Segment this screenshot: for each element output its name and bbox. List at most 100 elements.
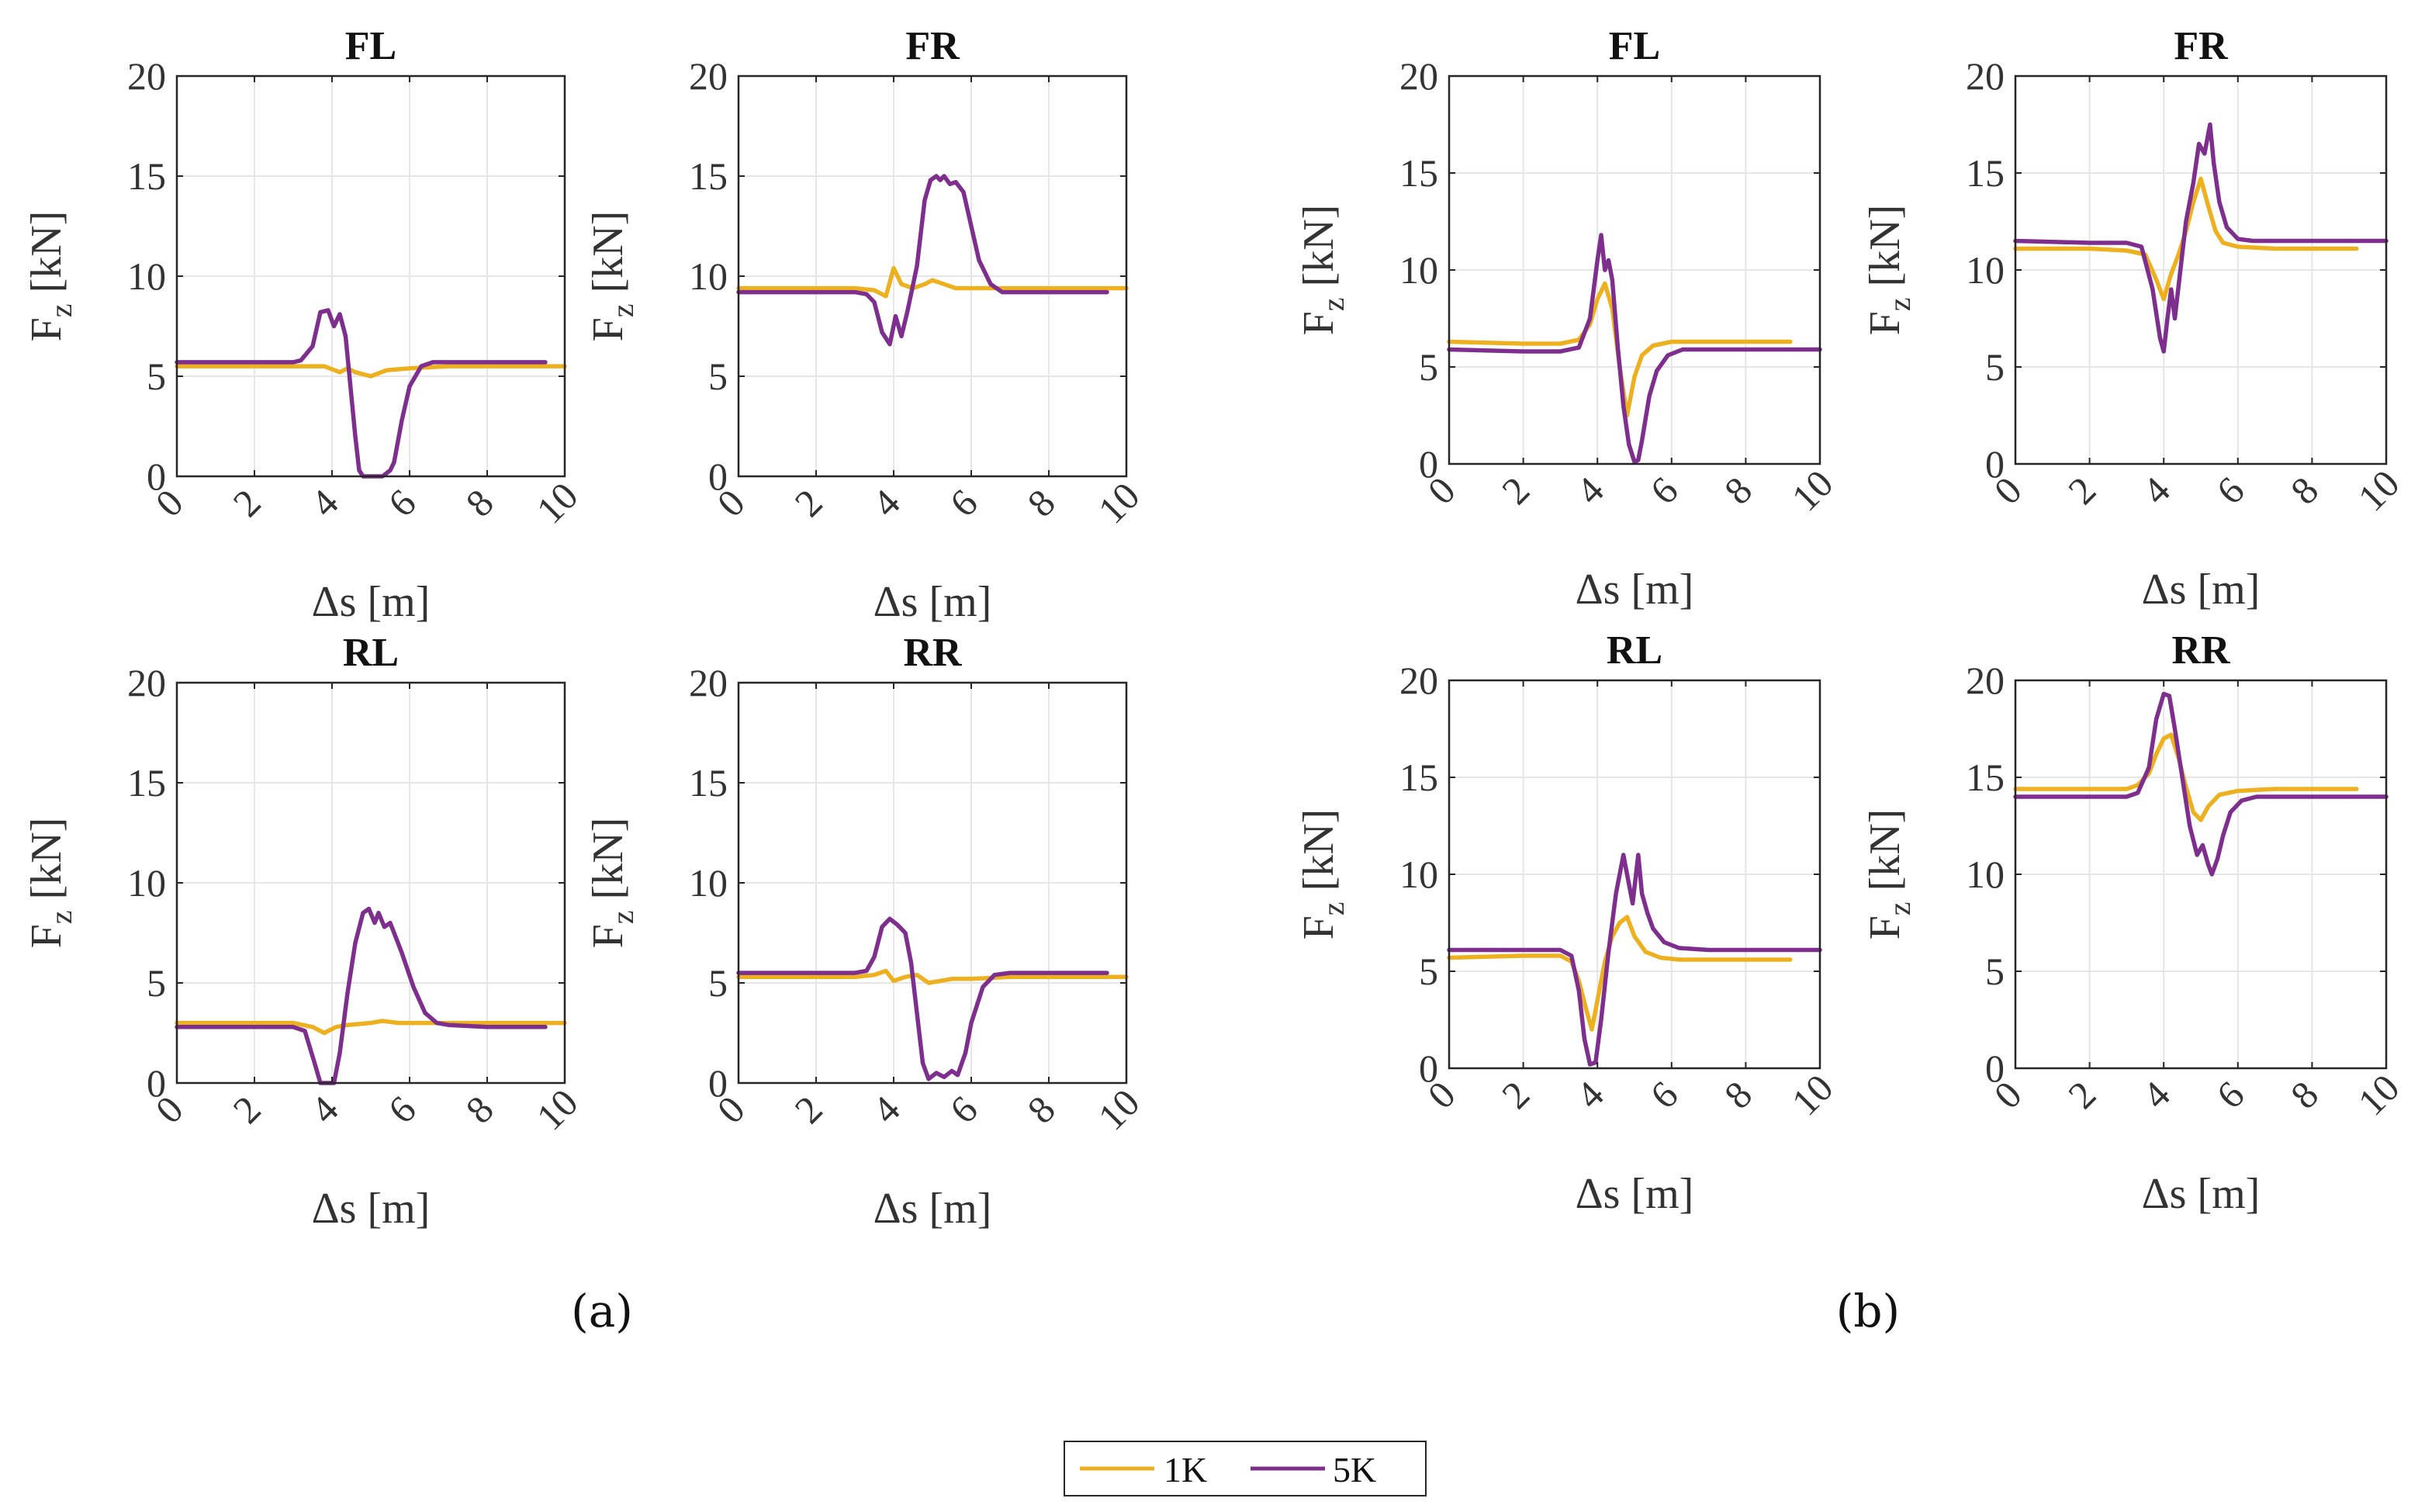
y-tick-label: 5	[147, 961, 166, 1005]
y-tick-label: 0	[1419, 1047, 1438, 1090]
series-line-5k	[1447, 233, 1822, 465]
y-tick-label: 0	[708, 1061, 728, 1105]
y-tick-label: 15	[1966, 151, 2005, 195]
x-tick-label: 8	[1019, 480, 1063, 524]
x-tick-label: 6	[941, 1087, 985, 1131]
x-tick-label: 2	[786, 1087, 830, 1131]
y-label-unit: [kN]	[1295, 205, 1343, 298]
x-tick-label: 4	[302, 1087, 346, 1131]
subplot-title: FL	[1609, 24, 1660, 68]
series-line-5k	[1447, 853, 1822, 1067]
y-label-unit: [kN]	[584, 211, 632, 304]
y-tick-label: 20	[127, 661, 166, 704]
y-label-subscript: z	[605, 303, 640, 317]
y-tick-label: 10	[1399, 248, 1438, 292]
series-line-1k	[736, 968, 1129, 985]
x-tick-label: 10	[2350, 1066, 2408, 1124]
y-tick-label: 5	[708, 961, 728, 1005]
y-tick-label: 5	[147, 355, 166, 398]
x-tick-label: 6	[1641, 468, 1686, 512]
y-tick-label: 10	[127, 861, 166, 905]
x-tick-label: 8	[457, 480, 501, 524]
y-axis-label: Fz [kN]	[22, 818, 78, 949]
subplot-title: FR	[2174, 24, 2229, 68]
y-tick-label: 10	[689, 861, 728, 905]
y-tick-label: 20	[689, 661, 728, 704]
series-line-5k	[2013, 122, 2389, 354]
x-tick-label: 8	[1716, 1072, 1760, 1116]
y-label-unit: [kN]	[1861, 809, 1909, 902]
y-tick-label: 0	[708, 455, 728, 498]
y-label-unit: [kN]	[22, 818, 71, 911]
y-tick-label: 10	[1966, 853, 2005, 896]
series-line-5k	[2013, 691, 2389, 877]
y-label-subscript: z	[43, 910, 78, 924]
x-tick-label: 2	[224, 1087, 268, 1131]
y-tick-label: 0	[147, 455, 166, 498]
series-line-5k	[175, 906, 548, 1085]
y-label-main: F	[22, 317, 71, 341]
y-label-subscript: z	[1882, 901, 1917, 915]
x-tick-label: 4	[2134, 1072, 2178, 1116]
y-tick-label: 10	[127, 254, 166, 298]
y-label-subscript: z	[1316, 901, 1351, 915]
y-label-main: F	[1861, 915, 1909, 939]
x-tick-label: 2	[224, 480, 268, 524]
y-tick-label: 20	[1399, 659, 1438, 702]
y-tick-label: 5	[1419, 345, 1438, 389]
x-tick-label: 8	[1019, 1087, 1063, 1131]
y-axis-label: Fz [kN]	[584, 818, 640, 949]
x-axis-label: Δs [m]	[1576, 566, 1694, 614]
x-tick-label: 6	[941, 480, 985, 524]
x-tick-label: 4	[302, 480, 346, 524]
y-label-unit: [kN]	[584, 818, 632, 911]
legend-label-1k: 1K	[1164, 1450, 1207, 1490]
subplot-title: FL	[345, 24, 396, 68]
x-tick-label: 6	[2208, 1072, 2252, 1116]
x-tick-label: 10	[2350, 462, 2408, 520]
x-tick-label: 4	[863, 480, 908, 524]
y-tick-label: 5	[1419, 950, 1438, 993]
y-label-main: F	[22, 924, 71, 948]
y-axis-label: Fz [kN]	[1861, 809, 1917, 940]
x-tick-label: 10	[528, 1081, 586, 1139]
series-line-1k	[736, 265, 1129, 299]
x-axis-label: Δs [m]	[312, 578, 431, 626]
y-tick-label: 20	[689, 54, 728, 98]
x-tick-label: 2	[1493, 1072, 1538, 1116]
x-tick-label: 10	[1783, 462, 1842, 520]
x-axis-label: Δs [m]	[312, 1185, 431, 1233]
x-axis-label: Δs [m]	[873, 578, 992, 626]
y-tick-label: 20	[1399, 54, 1438, 98]
y-tick-label: 15	[127, 154, 166, 198]
series-line-1k	[175, 364, 567, 379]
subplot-title: RR	[903, 631, 963, 675]
x-tick-label: 6	[379, 1087, 424, 1131]
x-tick-label: 2	[2060, 1072, 2104, 1116]
series-line-5k	[736, 916, 1109, 1081]
panel-label-b: (b)	[1836, 1285, 1900, 1337]
x-tick-label: 10	[1090, 474, 1148, 532]
x-tick-label: 8	[457, 1087, 501, 1131]
y-tick-label: 0	[1985, 1047, 2005, 1090]
x-tick-label: 4	[863, 1087, 908, 1131]
y-axis-label: Fz [kN]	[1295, 809, 1351, 940]
x-tick-label: 10	[528, 474, 586, 532]
x-axis-label: Δs [m]	[2142, 566, 2261, 614]
x-tick-label: 6	[379, 480, 424, 524]
x-tick-label: 8	[2282, 468, 2326, 512]
x-tick-label: 4	[2134, 468, 2178, 512]
y-tick-label: 5	[1985, 345, 2005, 389]
x-tick-label: 6	[2208, 468, 2252, 512]
y-axis-label: Fz [kN]	[22, 211, 78, 342]
y-tick-label: 10	[1399, 853, 1438, 896]
y-tick-label: 10	[689, 254, 728, 298]
